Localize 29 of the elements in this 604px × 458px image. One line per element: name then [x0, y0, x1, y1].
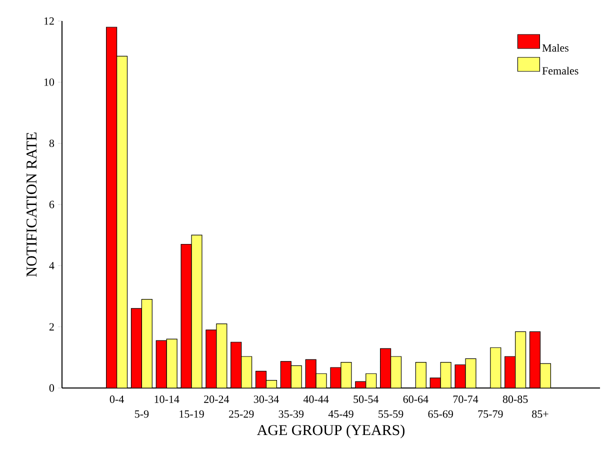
x-tick-label: 5-9	[135, 410, 149, 418]
x-tick-label: 40-44	[303, 396, 329, 403]
legend-label: Females	[542, 66, 578, 75]
x-tick-label: 0-4	[110, 396, 124, 403]
x-tick-label: 25-29	[228, 410, 254, 418]
y-tick-label: 8	[49, 140, 54, 148]
x-tick-label: 70-74	[453, 396, 478, 403]
x-tick-label: 85+	[532, 410, 548, 418]
x-tick-label: 30-34	[254, 396, 279, 403]
x-tick-label: 50-54	[354, 396, 379, 403]
x-tick-label: 45-49	[328, 410, 354, 418]
y-tick-label: 4	[49, 262, 54, 270]
y-tick-label: 6	[49, 200, 54, 208]
x-tick-label: 60-64	[403, 396, 428, 403]
y-axis-title: NOTIFICATION RATE	[26, 132, 37, 277]
y-tick-label: 10	[44, 78, 54, 86]
x-tick-label: 35-39	[278, 410, 304, 418]
y-tick-label: 12	[44, 17, 54, 25]
x-tick-label: 10-14	[154, 396, 180, 403]
y-tick-label: 2	[49, 323, 54, 330]
x-tick-label: 75-79	[478, 410, 503, 418]
x-axis-title: AGE GROUP (YEARS)	[256, 424, 404, 438]
x-tick-label: 55-59	[378, 410, 404, 418]
legend-label: Males	[542, 44, 568, 52]
x-tick-label: 15-19	[180, 410, 204, 418]
x-tick-label: 20-24	[204, 396, 230, 403]
x-tick-label: 65-69	[428, 410, 453, 418]
y-tick-label: 0	[49, 384, 54, 392]
x-tick-label: 80-85	[502, 396, 528, 403]
